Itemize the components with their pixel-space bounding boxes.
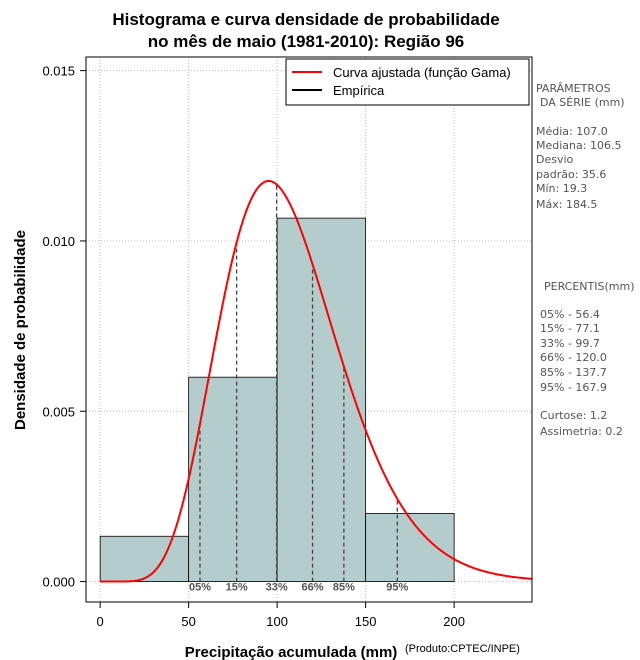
percentile-label: 85% [333, 582, 355, 594]
percentile-15: 15% - 77.1 [540, 322, 600, 335]
stat-max: Máx: 184.5 [536, 198, 597, 211]
percentile-label: 66% [302, 582, 324, 594]
histogram-bar [276, 217, 367, 582]
percentile-95: 95% - 167.9 [540, 381, 607, 394]
legend-label-curve: Curva ajustada (função Gama) [333, 65, 511, 80]
x-axis: 0 50 100 150 200 [97, 601, 465, 629]
params-title-2: DA SÉRIE (mm) [540, 96, 625, 109]
x-tick-label: 0 [97, 614, 104, 629]
x-tick-label: 100 [266, 614, 288, 629]
x-tick-label: 50 [181, 614, 195, 629]
percentile-85: 85% - 137.7 [540, 366, 607, 379]
x-axis-label: Precipitação acumulada (mm) [185, 644, 398, 660]
stat-mediana: Mediana: 106.5 [536, 139, 621, 152]
histogram-bars [99, 217, 455, 582]
curve-group [100, 179, 533, 583]
legend-label-empirical: Empírica [333, 83, 385, 98]
stat-curtose: Curtose: 1.2 [540, 409, 607, 422]
stat-desvio-1: Desvio [536, 153, 574, 166]
y-axis-label: Densidade de probabilidade [12, 230, 29, 430]
stat-assimetria: Assimetria: 0.2 [540, 425, 623, 438]
percentile-label: 95% [386, 582, 408, 594]
histogram-bar [188, 376, 278, 582]
y-tick-label: 0.015 [42, 64, 75, 79]
y-tick-label: 0.005 [42, 404, 75, 419]
percentiles-panel: PERCENTIS(mm) 05% - 56.4 15% - 77.1 33% … [540, 280, 635, 438]
legend: Curva ajustada (função Gama) Empírica [285, 58, 530, 106]
percentile-66: 66% - 120.0 [540, 351, 607, 364]
histogram-bar [99, 535, 190, 582]
series-parameters-panel: PARÂMETROS DA SÉRIE (mm) Média: 107.0 Me… [536, 82, 625, 211]
percentile-label: 05% [189, 582, 211, 594]
chart-title-line-2: no mês de maio (1981-2010): Região 96 [148, 32, 465, 51]
chart-title-line-1: Histograma e curva densidade de probabil… [112, 10, 499, 29]
stat-min: Mín: 19.3 [536, 182, 587, 195]
histogram-bar [365, 513, 455, 582]
percentile-labels: 05% 15% 33% 66% 85% 95% [189, 582, 409, 594]
stat-media: Média: 107.0 [536, 125, 608, 138]
percentile-33: 33% - 99.7 [540, 337, 600, 350]
gamma-fit-curve [100, 179, 533, 583]
product-credit: (Produto:CPTEC/INPE) [405, 643, 520, 655]
percentile-label: 33% [266, 582, 288, 594]
y-tick-label: 0.010 [42, 234, 75, 249]
percentile-label: 15% [226, 582, 248, 594]
x-tick-label: 200 [443, 614, 465, 629]
percentile-lines [199, 184, 398, 582]
y-tick-label: 0.000 [42, 575, 75, 590]
percentis-title: PERCENTIS(mm) [544, 280, 635, 293]
percentile-05: 05% - 56.4 [540, 308, 600, 321]
legend-box [285, 58, 530, 106]
y-axis: 0.000 0.005 0.010 0.015 [42, 64, 86, 590]
params-title-1: PARÂMETROS [536, 82, 611, 95]
x-tick-label: 150 [355, 614, 377, 629]
stat-desvio-2: padrão: 35.6 [536, 168, 606, 181]
